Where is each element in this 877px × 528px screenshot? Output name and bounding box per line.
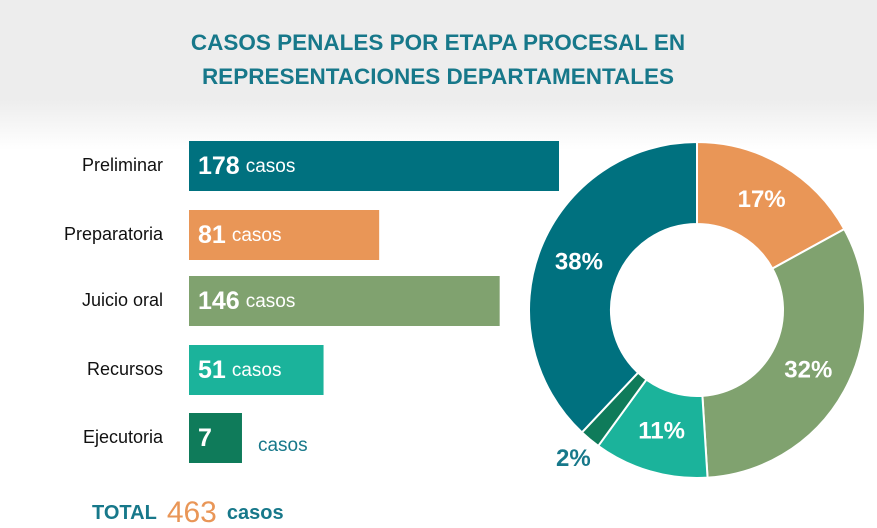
category-label: Recursos bbox=[87, 359, 163, 379]
bar-label: 178 casos bbox=[198, 152, 295, 180]
donut-slice bbox=[528, 140, 698, 434]
bar-unit: casos bbox=[232, 225, 282, 246]
total-value: 463 bbox=[167, 496, 217, 528]
bar bbox=[189, 141, 559, 191]
donut-slice bbox=[580, 371, 648, 448]
donut-slice bbox=[696, 140, 846, 270]
slice-label: 32% bbox=[784, 357, 832, 384]
bar bbox=[189, 210, 380, 260]
title-band bbox=[0, 0, 877, 150]
donut-slice bbox=[701, 227, 866, 479]
bar-label: 81 casos bbox=[198, 221, 281, 249]
category-label: Preparatoria bbox=[64, 224, 164, 244]
category-label: Preliminar bbox=[82, 155, 163, 175]
slice-label: 11% bbox=[638, 417, 685, 444]
bar-unit: casos bbox=[246, 156, 296, 177]
category-label: Juicio oral bbox=[82, 290, 163, 310]
bar-unit: casos bbox=[258, 435, 308, 456]
bar-value: 146 bbox=[198, 287, 240, 315]
bar bbox=[189, 276, 500, 326]
bar bbox=[189, 345, 324, 395]
slice-label: 38% bbox=[555, 249, 603, 276]
bar-label: 146 casos bbox=[198, 287, 295, 315]
bar-unit: casos bbox=[232, 360, 282, 381]
bar bbox=[189, 413, 242, 463]
total-label: TOTAL 463 casos bbox=[92, 496, 284, 528]
bar-value: 7 bbox=[198, 424, 212, 452]
category-label: Ejecutoria bbox=[83, 427, 164, 447]
bar-label: 51 casos bbox=[198, 356, 281, 384]
chart-title: CASOS PENALES POR ETAPA PROCESAL EN REPR… bbox=[190, 30, 686, 89]
bar-value: 51 bbox=[198, 356, 226, 384]
bar-unit: casos bbox=[246, 291, 296, 312]
total-unit: casos bbox=[227, 502, 284, 524]
slice-label: 17% bbox=[738, 186, 786, 213]
slice-label: 2% bbox=[556, 445, 591, 472]
total-label-text: TOTAL bbox=[92, 502, 157, 524]
bar-label: 7 bbox=[198, 424, 212, 452]
bar-value: 81 bbox=[198, 221, 226, 249]
bar-value: 178 bbox=[198, 152, 240, 180]
